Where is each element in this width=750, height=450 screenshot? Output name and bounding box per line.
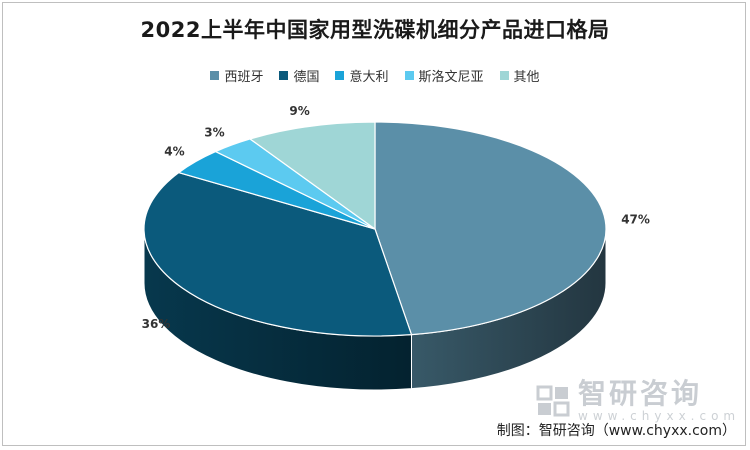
legend-swatch (335, 71, 345, 80)
pie-data-label-1: 36% (142, 317, 171, 331)
watermark: 智研咨询 www.chyxx.com (536, 380, 740, 422)
chart-title: 2022上半年中国家用型洗碟机细分产品进口格局 (140, 18, 610, 42)
legend-item-italy: 意大利 (335, 66, 389, 85)
legend-item-germany: 德国 (279, 66, 319, 85)
legend-item-spain: 西班牙 (210, 66, 263, 85)
source-credit: 制图：智研咨询（www.chyxx.com） (496, 423, 736, 439)
pie-slice-1 (143, 171, 413, 337)
legend-swatch (279, 71, 289, 80)
legend-label: 斯洛文尼亚 (418, 70, 484, 85)
legend-label: 其他 (513, 70, 540, 85)
pie-data-label-3: 3% (204, 125, 224, 139)
legend-label: 意大利 (349, 70, 389, 85)
legend-item-other: 其他 (499, 66, 540, 85)
pie-data-label-4: 9% (289, 104, 309, 118)
legend-item-slovenia: 斯洛文尼亚 (404, 66, 484, 85)
pie-slice-0 (374, 121, 607, 336)
legend-label: 西班牙 (224, 70, 264, 85)
pie-data-label-2: 4% (164, 144, 184, 158)
legend-swatch (210, 71, 220, 80)
legend-swatch (499, 71, 509, 80)
watermark-name: 智研咨询 (578, 377, 703, 410)
pie-slice-4 (248, 121, 376, 231)
legend-swatch (404, 71, 414, 80)
chart-legend: 西班牙 德国 意大利 斯洛文尼亚 其他 (0, 66, 750, 85)
watermark-url: www.chyxx.com (578, 409, 741, 423)
pie-data-label-0: 47% (621, 212, 650, 226)
legend-label: 德国 (293, 70, 320, 85)
brand-logo-icon (536, 385, 570, 417)
